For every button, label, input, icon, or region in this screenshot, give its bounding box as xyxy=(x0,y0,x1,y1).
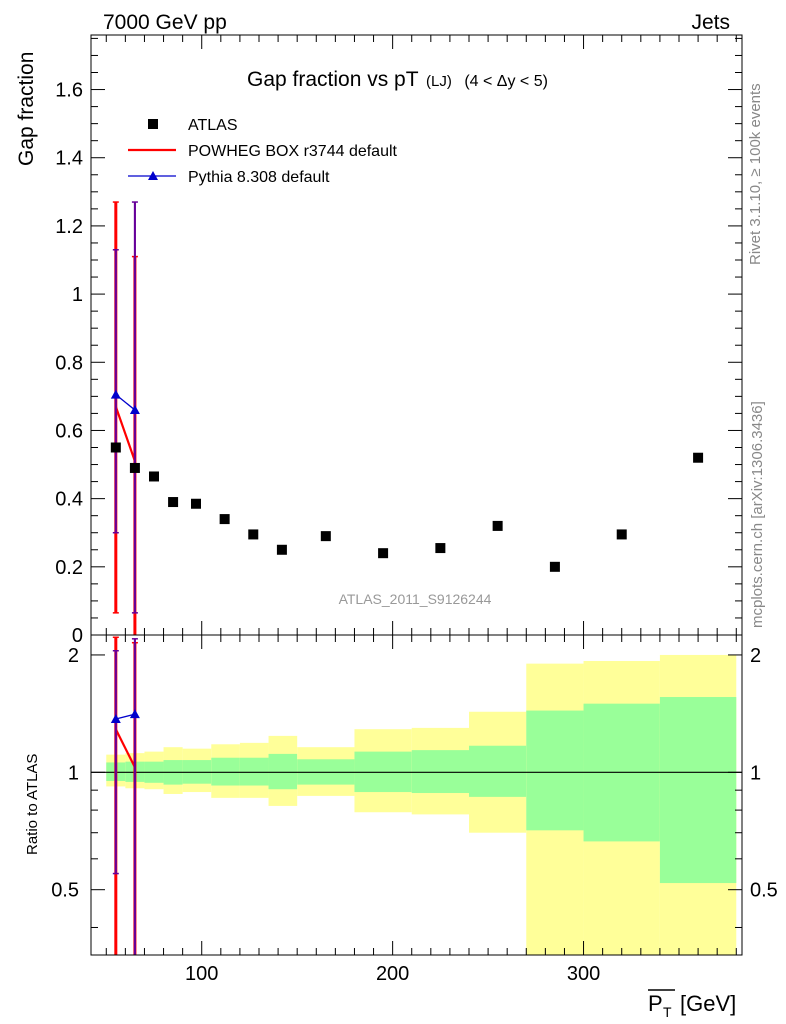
ratio-band-inner xyxy=(411,750,469,794)
legend-pythia-marker xyxy=(148,171,158,180)
powheg-ratio-line xyxy=(114,728,136,768)
atlas-data-point xyxy=(219,514,230,525)
pythia-ratio-marker xyxy=(129,709,140,719)
x-tick-label: 300 xyxy=(567,963,600,985)
atlas-data-point xyxy=(129,462,140,473)
main-plot: 0 0.2 0.4 0.6 0.8 1 1.2 1.4 1.6 xyxy=(55,34,743,647)
ratio-y-tick-label-right: 2 xyxy=(750,645,761,667)
ratio-y-tick-label: 2 xyxy=(68,645,79,667)
x-axis-label-subscript: T xyxy=(663,1004,672,1020)
ratio-band-inner xyxy=(526,710,584,831)
ratio-band-inner xyxy=(211,757,240,786)
header-observable: Jets xyxy=(691,11,730,34)
ratio-plot-frame xyxy=(90,634,743,956)
atlas-data-point xyxy=(435,543,446,554)
analysis-watermark: ATLAS_2011_S9126244 xyxy=(339,591,492,607)
ratio-band-inner xyxy=(659,697,737,884)
x-tick-label: 200 xyxy=(376,963,409,985)
legend-entry-label: Pythia 8.308 default xyxy=(188,169,330,186)
ratio-band-inner xyxy=(268,753,298,790)
y-tick-label: 0.4 xyxy=(55,489,83,511)
atlas-data-point xyxy=(693,452,704,463)
atlas-data-point xyxy=(320,531,331,542)
ratio-band-inner xyxy=(239,757,269,786)
atlas-data-point xyxy=(110,442,121,453)
y-tick-label: 1.6 xyxy=(55,80,83,102)
ratio-y-tick-label: 0.5 xyxy=(51,880,79,902)
y-tick-label: 1.2 xyxy=(55,216,83,238)
y-tick-label: 1 xyxy=(72,284,83,306)
atlas-data-point xyxy=(378,548,389,559)
y-tick-label: 0.2 xyxy=(55,557,83,579)
mcplots-label: mcplots.cern.ch [arXiv:1306.3436] xyxy=(749,401,766,628)
x-axis-label: P T [GeV] xyxy=(648,989,736,1020)
x-axis-label-symbol: P xyxy=(648,991,663,1016)
atlas-data-point xyxy=(191,498,201,509)
atlas-data-point xyxy=(149,471,159,482)
atlas-data-point xyxy=(616,529,627,540)
ratio-y-tick-label-right: 0.5 xyxy=(750,880,778,902)
ratio-y-axis-label: Ratio to ATLAS xyxy=(24,754,41,855)
pythia-ratio-marker xyxy=(110,714,121,724)
x-tick-label: 100 xyxy=(185,963,218,985)
y-axis-label: Gap fraction xyxy=(15,52,38,166)
y-tick-label: 0.6 xyxy=(55,420,83,442)
atlas-data-point xyxy=(276,544,287,555)
chart-title-sub: (LJ) xyxy=(426,73,452,90)
y-tick-label: 0.8 xyxy=(55,352,83,374)
y-tick-label: 0 xyxy=(72,625,83,647)
legend-entry-label: ATLAS xyxy=(188,117,238,134)
atlas-data-point xyxy=(549,561,560,572)
pythia-marker xyxy=(129,405,140,414)
legend: ATLAS POWHEG BOX r3744 default Pythia 8.30… xyxy=(128,117,398,186)
pythia-marker xyxy=(110,389,121,399)
ratio-y-tick-label-right: 1 xyxy=(750,762,761,784)
legend-entry-label: POWHEG BOX r3744 default xyxy=(188,143,398,160)
legend-atlas-marker xyxy=(148,119,158,129)
chart-title-main: Gap fraction vs pT xyxy=(247,68,419,91)
ratio-plot: 0.5 0.5 1 1 2 2 100 200 300 xyxy=(51,634,778,985)
powheg-line xyxy=(114,406,136,462)
atlas-data-point xyxy=(248,529,259,540)
atlas-data-point xyxy=(492,520,503,531)
atlas-data-point xyxy=(168,497,179,508)
ratio-band-inner xyxy=(469,745,527,797)
y-tick-label: 1.4 xyxy=(55,148,83,170)
header-energy: 7000 GeV pp xyxy=(103,11,227,34)
x-axis-label-unit: [GeV] xyxy=(680,991,736,1016)
rivet-label: Rivet 3.1.10, ≥ 100k events xyxy=(747,83,764,265)
chart-title-range: (4 < Δy < 5) xyxy=(464,73,548,90)
chart-title: Gap fraction vs pT (LJ) (4 < Δy < 5) xyxy=(247,68,548,91)
ratio-y-tick-label: 1 xyxy=(68,762,79,784)
